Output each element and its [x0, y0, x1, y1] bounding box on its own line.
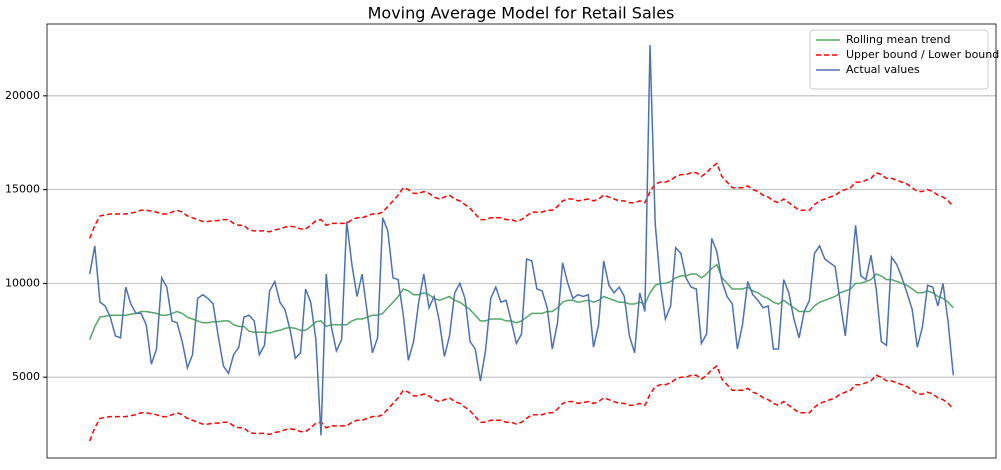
chart-title: Moving Average Model for Retail Sales	[368, 4, 675, 23]
legend-label: Actual values	[846, 63, 920, 76]
legend-label: Upper bound / Lower bound	[846, 48, 999, 61]
line-series	[89, 263, 954, 340]
y-tick-label: 5000	[12, 370, 40, 383]
line-series	[89, 162, 954, 239]
plot-frame	[46, 23, 997, 459]
legend-box	[809, 29, 989, 90]
legend: Rolling mean trend Upper bound / Lower bo…	[809, 29, 999, 90]
y-tick-label: 10000	[5, 276, 40, 289]
legend-label: Rolling mean trend	[846, 33, 951, 46]
line-series	[88, 45, 955, 436]
y-tick-label: 20000	[5, 89, 40, 102]
line-series	[89, 364, 954, 442]
y-tick-label: 15000	[5, 183, 40, 196]
